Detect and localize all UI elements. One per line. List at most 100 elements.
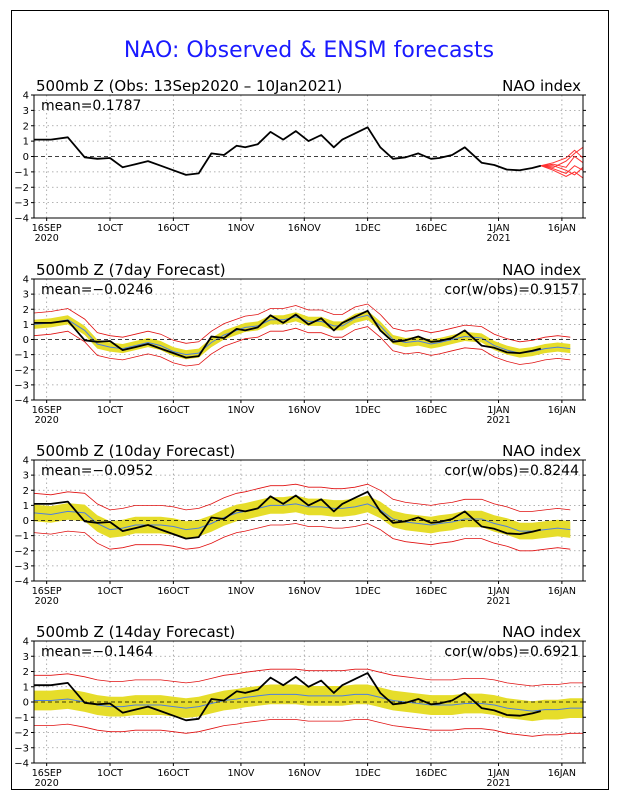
y-tick-label: −4: [14, 214, 29, 225]
plot-area: [34, 303, 583, 367]
index-label: NAO index: [502, 77, 581, 95]
ensemble-spread-band: [34, 310, 571, 360]
ensemble-min-line: [34, 523, 571, 552]
x-tick-label: 16DEC: [415, 768, 447, 779]
x-tick-label: 16SEP: [32, 223, 62, 234]
plot-area: [34, 483, 583, 552]
ensemble-mean-line: [34, 693, 583, 712]
x-tick-label: 1NOV: [227, 586, 254, 597]
x-tick-label: 16SEP: [32, 768, 62, 779]
grid: [34, 279, 583, 400]
x-tick-label: 16OCT: [157, 223, 189, 234]
y-tick-label: −3: [14, 380, 29, 391]
ensemble-min-line: [34, 719, 583, 737]
x-tick-label: 16OCT: [157, 586, 189, 597]
grid: [34, 460, 583, 581]
panel-title: 500mb Z (Obs: 13Sep2020 – 10Jan2021): [36, 77, 342, 95]
observed-nao-line: [34, 126, 542, 176]
x-tick-label: 16DEC: [415, 586, 447, 597]
x-tick-label: 1NOV: [227, 223, 254, 234]
correlation-label: cor(w/obs)=0.6921: [444, 644, 579, 660]
x-tick-year-label: 2020: [35, 778, 59, 789]
x-tick-label: 16DEC: [415, 405, 447, 416]
forecast-member-line: [540, 165, 583, 174]
x-tick-label: 16NOV: [288, 223, 322, 234]
index-label: NAO index: [502, 442, 581, 460]
y-tick-label: −1: [14, 713, 29, 724]
x-tick-label: 1JAN: [487, 223, 509, 234]
y-tick-label: −2: [14, 546, 29, 557]
y-tick-label: 1: [23, 320, 29, 331]
ensemble-spread-band: [34, 684, 583, 722]
panel-title: 500mb Z (14day Forecast): [36, 623, 235, 641]
x-tick-year-label: 2021: [486, 233, 510, 244]
y-tick-label: 0: [23, 152, 29, 163]
y-tick-label: −1: [14, 350, 29, 361]
y-tick-label: −4: [14, 396, 29, 407]
y-tick-label: 3: [23, 290, 29, 301]
panel-title: 500mb Z (7day Forecast): [36, 261, 226, 279]
y-tick-label: 1: [23, 501, 29, 512]
x-tick-year-label: 2021: [486, 596, 510, 607]
plot-area: [34, 126, 583, 179]
observed-nao-line: [34, 672, 542, 722]
y-tick-label: 4: [23, 91, 29, 102]
mean-label: mean=−0.0246: [41, 282, 153, 298]
ensemble-max-line: [34, 483, 571, 512]
ensemble-mean-line: [34, 314, 571, 356]
mean-label: mean=−0.1464: [41, 644, 153, 660]
x-tick-label: 16OCT: [157, 768, 189, 779]
x-tick-label: 1DEC: [355, 768, 381, 779]
panel-title: 500mb Z (10day Forecast): [36, 442, 235, 460]
x-tick-label: 1JAN: [487, 586, 509, 597]
y-tick-label: 0: [23, 516, 29, 527]
x-tick-label: 1OCT: [97, 768, 123, 779]
x-tick-label: 1DEC: [355, 586, 381, 597]
x-tick-label: 16DEC: [415, 223, 447, 234]
y-tick-label: 1: [23, 682, 29, 693]
x-tick-year-label: 2020: [35, 233, 59, 244]
correlation-label: cor(w/obs)=0.9157: [444, 282, 579, 298]
x-tick-label: 1JAN: [487, 768, 509, 779]
x-tick-label: 16JAN: [548, 768, 576, 779]
mean-label: mean=−0.0952: [41, 463, 153, 479]
plot-area: [34, 668, 583, 737]
y-tick-label: −3: [14, 743, 29, 754]
x-tick-label: 16OCT: [157, 405, 189, 416]
x-tick-label: 1OCT: [97, 223, 123, 234]
x-tick-label: 16JAN: [548, 586, 576, 597]
x-tick-label: 16NOV: [288, 586, 322, 597]
ensemble-max-line: [34, 303, 571, 344]
x-tick-year-label: 2021: [486, 778, 510, 789]
mean-label: mean=0.1787: [41, 98, 141, 114]
x-tick-year-label: 2021: [486, 415, 510, 426]
x-tick-label: 16JAN: [548, 405, 576, 416]
x-tick-label: 1OCT: [97, 405, 123, 416]
y-tick-label: 2: [23, 667, 29, 678]
x-tick-label: 1DEC: [355, 223, 381, 234]
y-tick-label: −1: [14, 531, 29, 542]
y-tick-label: −2: [14, 728, 29, 739]
y-tick-label: 3: [23, 471, 29, 482]
y-tick-label: 2: [23, 121, 29, 132]
y-tick-label: −3: [14, 561, 29, 572]
y-tick-label: −1: [14, 167, 29, 178]
y-tick-label: 3: [23, 652, 29, 663]
x-tick-year-label: 2020: [35, 415, 59, 426]
y-tick-label: 4: [23, 275, 29, 286]
x-tick-year-label: 2020: [35, 596, 59, 607]
forecast-member-line: [540, 149, 583, 167]
observed-nao-line: [34, 490, 542, 540]
x-tick-label: 1JAN: [487, 405, 509, 416]
y-tick-label: 1: [23, 137, 29, 148]
y-tick-label: 4: [23, 637, 29, 648]
y-tick-label: −4: [14, 577, 29, 588]
y-tick-label: 0: [23, 698, 29, 709]
y-tick-label: −2: [14, 365, 29, 376]
x-tick-label: 16JAN: [548, 223, 576, 234]
y-tick-label: −4: [14, 759, 29, 770]
